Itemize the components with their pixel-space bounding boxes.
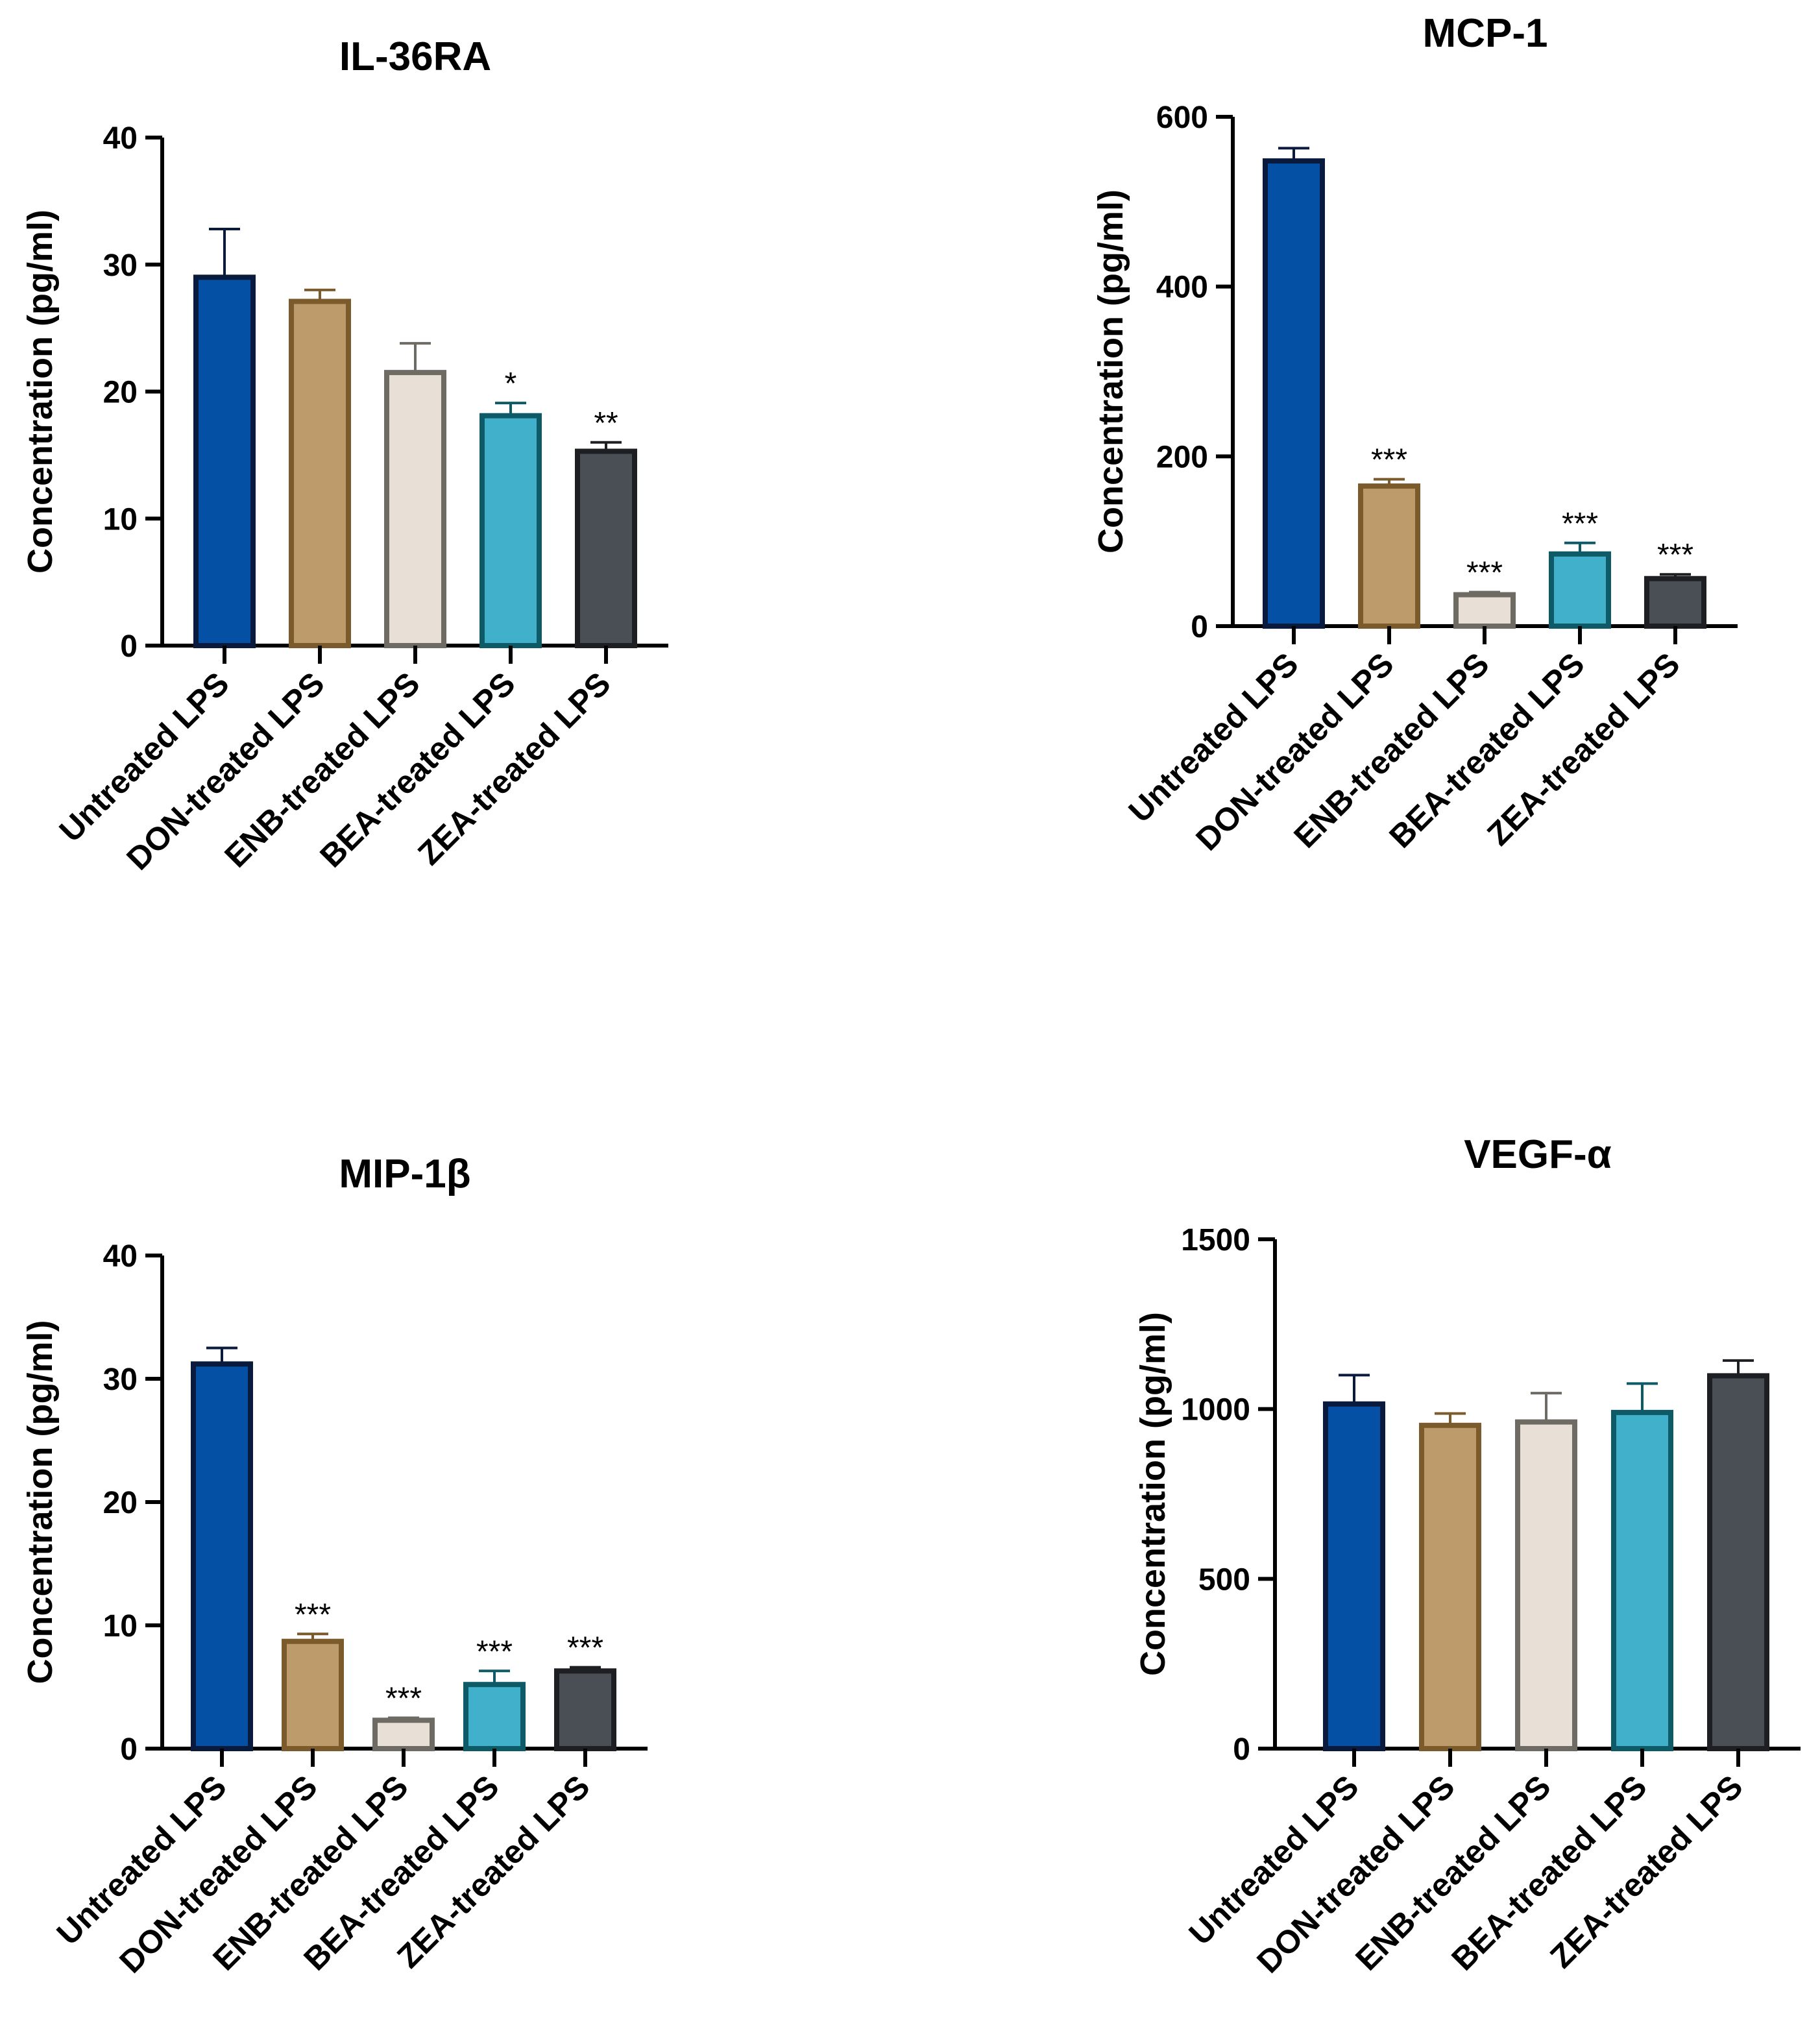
y-tick-label: 0 — [120, 629, 138, 664]
bar-zea-treated-lps — [1644, 576, 1706, 629]
x-category-label: Untreated LPS — [53, 665, 236, 849]
y-tick-label: 40 — [103, 121, 138, 156]
y-tick-label: 600 — [1156, 101, 1208, 135]
y-tick-label: 400 — [1156, 271, 1208, 305]
y-axis-label: Concentration (pg/ml) — [21, 210, 60, 574]
bar-don-treated-lps — [1358, 483, 1420, 629]
bar-untreated-lps — [191, 1361, 253, 1751]
y-tick-label: 200 — [1156, 440, 1208, 474]
bar-enb-treated-lps — [372, 1717, 435, 1752]
x-category-label: Untreated LPS — [1122, 646, 1305, 829]
bar-enb-treated-lps — [384, 370, 446, 648]
significance-marker: *** — [567, 1631, 603, 1666]
y-tick-label: 0 — [120, 1732, 138, 1767]
significance-marker: ** — [594, 406, 618, 441]
bar-bea-treated-lps — [1611, 1409, 1673, 1751]
significance-marker: *** — [1371, 443, 1407, 478]
y-axis-label: Concentration (pg/ml) — [1134, 1312, 1172, 1676]
chart-panel-4: VEGF-α Concentration (pg/ml) 0 500 1000 1500 U… — [1134, 1132, 1801, 1980]
significance-marker: *** — [476, 1634, 513, 1669]
bar-bea-treated-lps — [1549, 551, 1611, 629]
bar-zea-treated-lps — [554, 1668, 616, 1752]
bar-untreated-lps — [1263, 158, 1325, 629]
bar-don-treated-lps — [282, 1638, 344, 1751]
y-tick-label: 30 — [103, 249, 138, 283]
chart-panel-1: IL-36RA Concentration (pg/ml) 0 10 20 30 40 Unt… — [21, 34, 668, 877]
significance-marker: *** — [295, 1597, 331, 1632]
bar-don-treated-lps — [289, 298, 351, 648]
y-axis-label: Concentration (pg/ml) — [21, 1320, 60, 1684]
bar-bea-treated-lps — [479, 413, 542, 648]
chart-title: MCP-1 — [1423, 11, 1548, 56]
y-tick-label: 30 — [103, 1363, 138, 1397]
y-tick-label: 40 — [103, 1239, 138, 1274]
chart-title: IL-36RA — [339, 34, 491, 79]
y-axis-label: Concentration (pg/ml) — [1091, 189, 1130, 553]
y-tick-label: 20 — [103, 376, 138, 410]
bar-zea-treated-lps — [575, 448, 637, 648]
significance-marker: * — [505, 367, 517, 401]
significance-marker: *** — [1657, 538, 1693, 572]
y-tick-label: 0 — [1191, 610, 1208, 644]
y-tick-label: 0 — [1233, 1732, 1250, 1767]
bar-enb-treated-lps — [1453, 592, 1516, 629]
chart-panel-2: MCP-1 Concentration (pg/ml) 0 200 400 600 Untr… — [1091, 11, 1738, 858]
bar-untreated-lps — [193, 274, 256, 648]
y-tick-label: 500 — [1198, 1562, 1250, 1597]
bar-bea-treated-lps — [463, 1682, 526, 1751]
chart-title: VEGF-α — [1464, 1132, 1612, 1177]
y-tick-label: 1500 — [1181, 1223, 1250, 1257]
bar-untreated-lps — [1323, 1401, 1385, 1751]
bar-zea-treated-lps — [1707, 1373, 1769, 1751]
bar-don-treated-lps — [1419, 1422, 1481, 1751]
bar-enb-treated-lps — [1515, 1419, 1577, 1751]
y-tick-label: 20 — [103, 1486, 138, 1520]
chart-title: MIP-1β — [339, 1152, 470, 1196]
significance-marker: *** — [385, 1682, 422, 1716]
y-tick-label: 10 — [103, 1609, 138, 1644]
y-tick-label: 1000 — [1181, 1393, 1250, 1427]
y-tick-label: 10 — [103, 502, 138, 537]
x-category-label: Untreated LPS — [1182, 1768, 1366, 1952]
significance-marker: *** — [1466, 556, 1503, 590]
significance-marker: *** — [1562, 507, 1598, 541]
